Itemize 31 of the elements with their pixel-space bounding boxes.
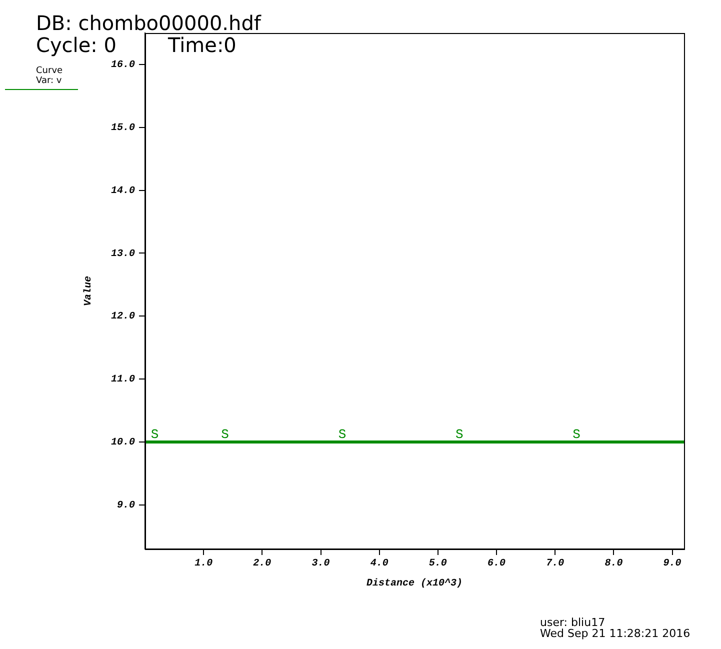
- y-axis-title: Value: [82, 276, 95, 306]
- x-tick-label: 4.0: [370, 558, 388, 570]
- y-tick-label: 9.0: [116, 500, 135, 512]
- y-tick-label: 13.0: [110, 248, 135, 260]
- x-tick-label: 6.0: [488, 558, 506, 570]
- y-tick-label: 12.0: [110, 312, 135, 323]
- x-tick-label: 2.0: [253, 558, 272, 570]
- chart-title: DB: chombo00000.hdf: [36, 11, 261, 35]
- x-tick-label: 3.0: [312, 558, 330, 570]
- text: Wed Sep 21 11:28:21 2016: [540, 627, 690, 640]
- x-tick-label: 9.0: [663, 558, 682, 570]
- annotation: S: [150, 426, 159, 442]
- y-tick-label: 15.0: [110, 122, 135, 134]
- y-tick-label: 14.0: [110, 186, 135, 197]
- annotation: Time:0: [168, 33, 236, 57]
- chart-subtitle: Cycle: 0: [36, 33, 116, 57]
- y-tick-label: 10.0: [110, 438, 135, 449]
- x-tick-label: 7.0: [546, 558, 564, 570]
- x-tick-label: 8.0: [604, 558, 623, 570]
- x-axis-title: Distance (x10^3): [366, 578, 463, 590]
- x-tick-label: 5.0: [428, 558, 447, 570]
- text: Var: v: [36, 76, 63, 86]
- y-tick-label: 16.0: [110, 60, 135, 71]
- annotation: S: [572, 426, 581, 442]
- annotation: S: [338, 426, 346, 442]
- annotation: S: [456, 426, 464, 442]
- legend-title: Curve: [36, 66, 64, 76]
- y-tick-label: 11.0: [110, 374, 135, 386]
- text: user: bliu17: [540, 616, 606, 629]
- annotation: S: [221, 426, 230, 442]
- x-tick-label: 1.0: [194, 558, 213, 570]
